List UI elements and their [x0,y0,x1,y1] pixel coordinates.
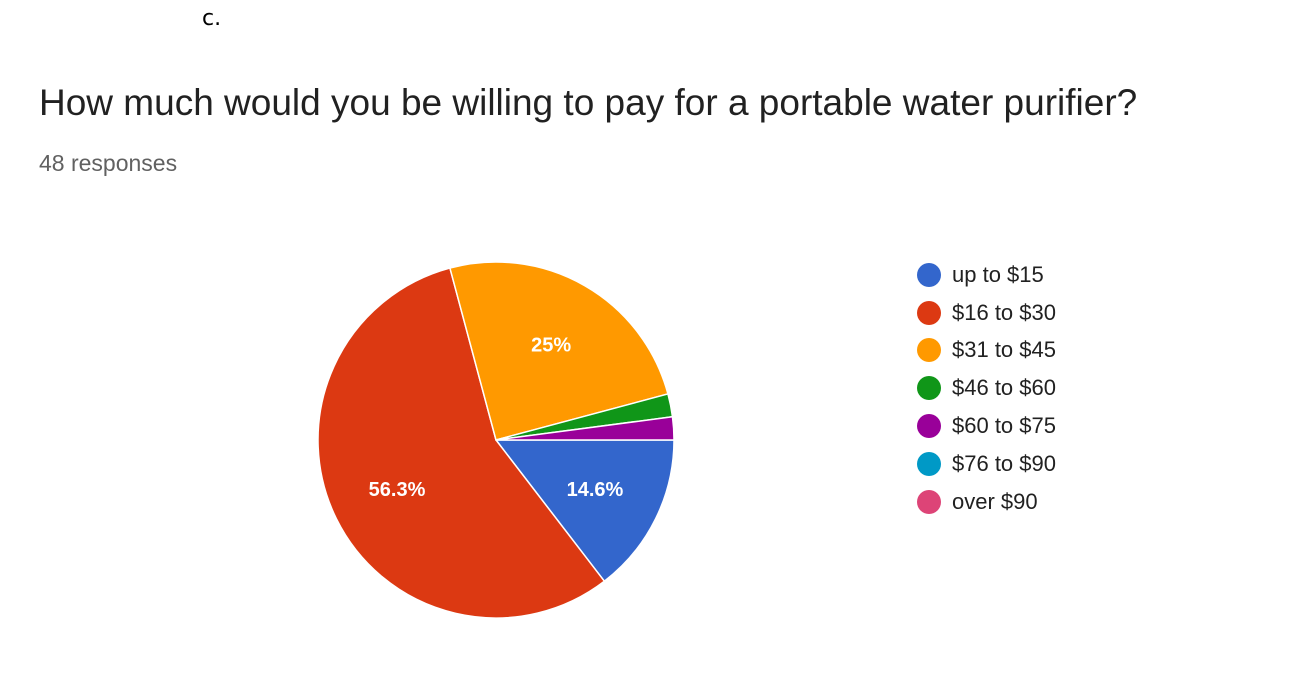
legend-label: $76 to $90 [952,450,1056,476]
legend-swatch-icon [917,414,941,439]
pie-slice-60-to-75[interactable] [495,415,675,441]
legend-item-up-to-15[interactable]: up to $15 [917,256,1056,294]
legend-label: up to $15 [952,261,1044,287]
pie-slice-16-to-30[interactable] [317,267,606,619]
pie-slice-31-to-45[interactable] [449,261,669,441]
legend-swatch-icon [917,489,941,514]
question-number: c. [202,6,222,31]
slice-percent-label: 25% [531,334,571,356]
legend-label: over $90 [952,488,1038,514]
legend-item-16-to-30[interactable]: $16 to $30 [917,294,1056,332]
pie-chart: 14.6% 56.3% 25% [317,261,675,619]
response-count: 48 responses [39,150,178,176]
legend-swatch-icon [917,451,941,476]
question-title: How much would you be willing to pay for… [39,82,1138,123]
legend-item-31-to-45[interactable]: $31 to $45 [917,332,1056,370]
legend-label: $46 to $60 [952,375,1056,401]
slice-percent-label: 56.3% [369,479,426,501]
legend-label: $31 to $45 [952,337,1056,363]
legend-item-over-90[interactable]: over $90 [917,483,1056,521]
chart-legend: up to $15 $16 to $30 $31 to $45 $46 to $60 $… [917,256,1056,521]
pie-slice-up-to-15[interactable] [494,439,675,583]
legend-label: $16 to $30 [952,299,1056,325]
legend-item-46-to-60[interactable]: $46 to $60 [917,369,1056,407]
legend-item-60-to-75[interactable]: $60 to $75 [917,407,1056,445]
slice-percent-label: 14.6% [567,479,624,501]
legend-swatch-icon [917,262,941,287]
legend-swatch-icon [917,376,941,401]
legend-label: $60 to $75 [952,413,1056,439]
legend-swatch-icon [917,300,941,325]
legend-item-76-to-90[interactable]: $76 to $90 [917,445,1056,483]
legend-swatch-icon [917,338,941,363]
